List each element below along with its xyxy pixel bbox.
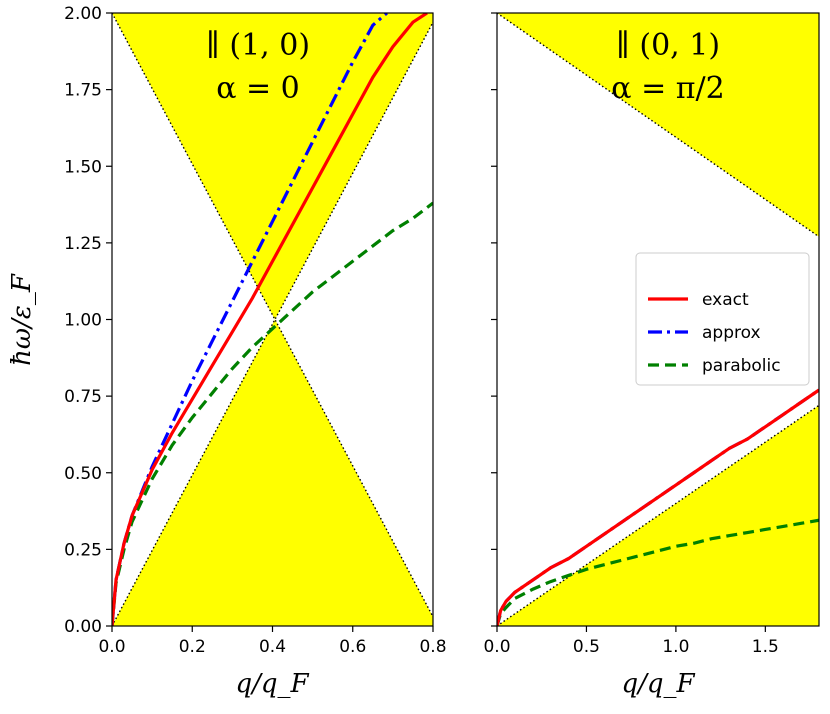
left-x-tick-label: 0.8 (419, 637, 446, 657)
y-axis-label: ħω/ε_F (7, 273, 37, 366)
left-y-tick-label: 0.00 (64, 617, 102, 637)
right-exact-curve (497, 388, 819, 626)
left-forbidden-region-bottom (112, 319, 433, 626)
right-x-tick-label: 1.5 (752, 637, 779, 657)
right-x-tick-label: 1.0 (662, 637, 689, 657)
left-y-tick-label: 1.25 (64, 234, 102, 254)
left-panel: 0.0 0.2 0.4 0.6 0.8 0.00 0.25 0.50 0.75 1.00 1.25… (64, 4, 446, 699)
left-parabolic-curve (112, 201, 433, 626)
left-y-tick-label: 1.50 (64, 157, 102, 177)
left-x-tick-label: 0.2 (179, 637, 206, 657)
right-x-tick-label: 0.0 (483, 637, 510, 657)
left-forbidden-region-top (112, 13, 433, 320)
left-y-ticks: 0.00 0.25 0.50 0.75 1.00 1.25 1.50 1.75 2.00 (64, 4, 112, 637)
left-exact-curve (112, 13, 428, 626)
left-x-ticks: 0.0 0.2 0.4 0.6 0.8 (98, 626, 447, 657)
right-annotation-direction: ∥ (0, 1) (616, 28, 720, 63)
right-panel: 0.0 0.5 1.0 1.5 ∥ (0, 1) α = π/2 q/q_F exac… (483, 12, 820, 699)
legend-label-parabolic: parabolic (702, 356, 781, 376)
right-boundary-line-2 (497, 13, 819, 238)
left-y-tick-label: 1.75 (64, 81, 102, 101)
right-x-tick-label: 0.5 (573, 637, 600, 657)
left-annotation-angle: α = 0 (216, 71, 300, 106)
right-x-ticks: 0.0 0.5 1.0 1.5 (483, 12, 779, 657)
left-y-tick-label: 1.00 (64, 311, 102, 331)
left-x-tick-label: 0.6 (339, 637, 366, 657)
left-y-tick-label: 0.75 (64, 387, 102, 407)
left-y-tick-label: 0.25 (64, 540, 102, 560)
left-x-tick-label: 0.4 (259, 637, 286, 657)
legend-label-approx: approx (702, 323, 761, 343)
right-forbidden-region-bottom (497, 405, 819, 626)
left-x-tick-label: 0.0 (98, 637, 125, 657)
left-annotation-direction: ∥ (1, 0) (206, 28, 310, 63)
right-annotation-angle: α = π/2 (611, 71, 724, 106)
right-x-axis-label: q/q_F (621, 669, 695, 699)
left-y-tick-label: 0.50 (64, 464, 102, 484)
left-x-axis-label: q/q_F (235, 669, 309, 699)
right-parabolic-curve (497, 518, 819, 626)
left-y-tick-label: 2.00 (64, 4, 102, 24)
legend-label-exact: exact (702, 290, 749, 310)
right-boundary-line-1 (497, 404, 819, 626)
legend-box (635, 252, 810, 386)
legend: exact approx parabolic (635, 252, 810, 386)
